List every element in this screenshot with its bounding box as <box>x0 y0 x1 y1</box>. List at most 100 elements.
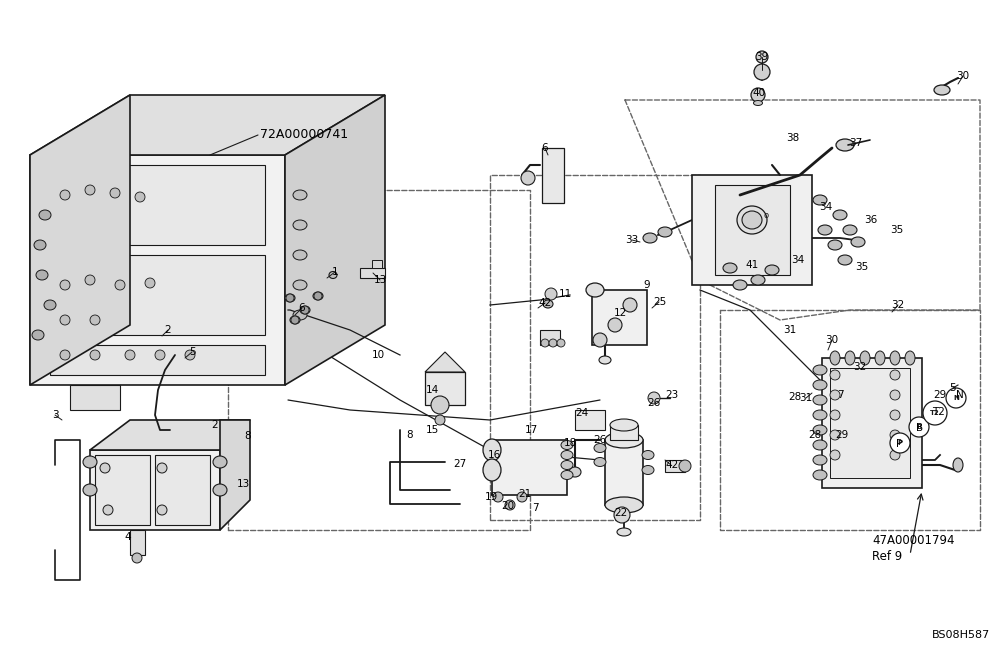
Ellipse shape <box>742 211 762 229</box>
Polygon shape <box>90 420 250 450</box>
Ellipse shape <box>813 425 827 435</box>
Ellipse shape <box>813 410 827 420</box>
Text: 18: 18 <box>563 438 577 448</box>
Circle shape <box>830 390 840 400</box>
FancyBboxPatch shape <box>592 290 647 345</box>
Ellipse shape <box>610 419 638 431</box>
Text: 28: 28 <box>788 392 802 402</box>
Circle shape <box>90 350 100 360</box>
FancyBboxPatch shape <box>50 165 265 245</box>
Circle shape <box>830 450 840 460</box>
Polygon shape <box>220 420 250 530</box>
FancyBboxPatch shape <box>155 455 210 525</box>
Text: 40: 40 <box>752 88 766 98</box>
Circle shape <box>132 553 142 563</box>
Circle shape <box>135 192 145 202</box>
FancyBboxPatch shape <box>540 330 560 345</box>
Polygon shape <box>70 385 120 410</box>
Text: 11: 11 <box>558 289 572 299</box>
Ellipse shape <box>813 470 827 480</box>
Text: 20: 20 <box>501 501 515 511</box>
Text: 30: 30 <box>956 71 970 81</box>
FancyBboxPatch shape <box>692 175 812 285</box>
Ellipse shape <box>813 440 827 450</box>
Circle shape <box>909 417 929 437</box>
Ellipse shape <box>34 240 46 250</box>
Text: 13: 13 <box>236 479 250 489</box>
Text: Ref 9: Ref 9 <box>872 550 902 563</box>
Circle shape <box>623 298 637 312</box>
Text: 6: 6 <box>542 143 548 153</box>
Circle shape <box>157 505 167 515</box>
Ellipse shape <box>561 450 573 459</box>
Text: P: P <box>897 440 903 446</box>
Ellipse shape <box>754 100 763 106</box>
Ellipse shape <box>723 263 737 273</box>
Text: 30: 30 <box>825 335 839 345</box>
Circle shape <box>521 171 535 185</box>
Circle shape <box>890 390 900 400</box>
Circle shape <box>890 430 900 440</box>
Ellipse shape <box>860 351 870 365</box>
FancyBboxPatch shape <box>542 148 564 203</box>
Circle shape <box>830 430 840 440</box>
Text: 13: 13 <box>373 275 387 285</box>
Ellipse shape <box>830 351 840 365</box>
Circle shape <box>923 401 947 425</box>
FancyBboxPatch shape <box>492 440 567 495</box>
Circle shape <box>756 51 768 63</box>
Text: T2: T2 <box>933 407 945 417</box>
Ellipse shape <box>642 465 654 474</box>
Ellipse shape <box>843 225 857 235</box>
Ellipse shape <box>561 461 573 470</box>
Ellipse shape <box>290 316 300 324</box>
Ellipse shape <box>569 467 581 477</box>
Text: 19: 19 <box>484 492 498 502</box>
Ellipse shape <box>737 206 767 234</box>
Text: 9: 9 <box>644 280 650 290</box>
Circle shape <box>608 318 622 332</box>
Ellipse shape <box>833 210 847 220</box>
Text: 47A00001794: 47A00001794 <box>872 534 954 547</box>
Ellipse shape <box>313 292 323 300</box>
Ellipse shape <box>658 227 672 237</box>
Text: 25: 25 <box>653 297 667 307</box>
FancyBboxPatch shape <box>130 530 145 555</box>
Text: 29: 29 <box>835 430 849 440</box>
Text: BS08H587: BS08H587 <box>932 630 990 640</box>
Ellipse shape <box>561 441 573 450</box>
Circle shape <box>517 492 527 502</box>
Circle shape <box>541 339 549 347</box>
Ellipse shape <box>561 470 573 480</box>
Text: 34: 34 <box>791 255 805 265</box>
Text: 10: 10 <box>371 350 385 360</box>
Ellipse shape <box>285 294 295 302</box>
Ellipse shape <box>813 380 827 390</box>
FancyBboxPatch shape <box>715 185 790 275</box>
Circle shape <box>431 396 449 414</box>
Circle shape <box>493 492 503 502</box>
Ellipse shape <box>836 139 854 151</box>
Polygon shape <box>30 95 130 385</box>
Ellipse shape <box>483 459 501 481</box>
Text: 14: 14 <box>425 385 439 395</box>
Ellipse shape <box>293 280 307 290</box>
Text: 3: 3 <box>52 410 58 420</box>
Text: 17: 17 <box>524 425 538 435</box>
Text: 72A00000741: 72A00000741 <box>260 128 348 141</box>
Text: o: o <box>763 211 769 220</box>
Ellipse shape <box>813 395 827 405</box>
Ellipse shape <box>751 275 765 285</box>
Polygon shape <box>90 450 220 530</box>
FancyBboxPatch shape <box>95 455 150 525</box>
Circle shape <box>286 294 294 302</box>
Text: 4: 4 <box>125 532 131 542</box>
Text: 41: 41 <box>745 260 759 270</box>
Circle shape <box>549 339 557 347</box>
Text: 7: 7 <box>532 503 538 513</box>
Circle shape <box>890 370 900 380</box>
Text: 6: 6 <box>299 303 305 313</box>
Circle shape <box>60 315 70 325</box>
Text: 42: 42 <box>538 298 552 308</box>
Text: 5: 5 <box>189 347 195 357</box>
